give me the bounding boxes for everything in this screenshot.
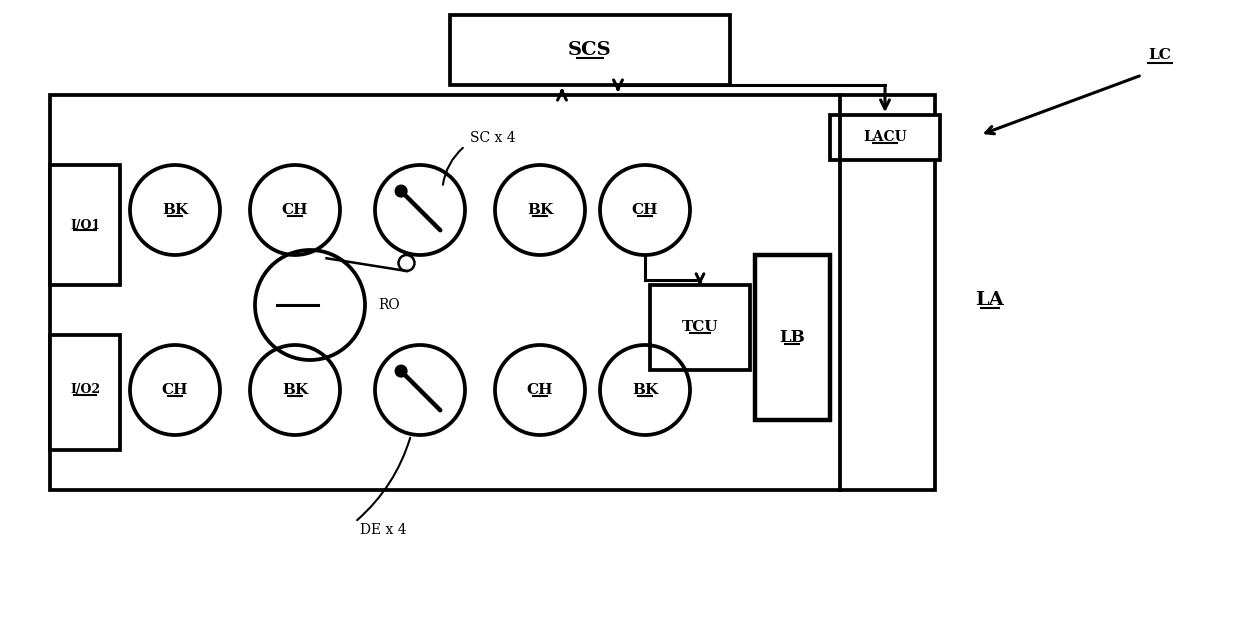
Text: BK: BK [527, 203, 553, 217]
Bar [650, 285, 750, 370]
Text: SC x 4: SC x 4 [470, 131, 516, 145]
Circle shape [396, 365, 407, 377]
Text: CH: CH [631, 203, 658, 217]
Text: LACU: LACU [863, 130, 906, 144]
Text: CH: CH [527, 383, 553, 397]
Circle shape [396, 185, 407, 197]
Text: SCS: SCS [568, 41, 611, 59]
Text: I/O2: I/O2 [69, 383, 100, 397]
Bar [755, 255, 830, 420]
Text: LA: LA [976, 291, 1004, 309]
Text: BK: BK [162, 203, 188, 217]
Text: I/O1: I/O1 [69, 219, 100, 231]
Text: LC: LC [1148, 48, 1172, 62]
Text: RO: RO [378, 298, 399, 312]
Bar [50, 165, 120, 285]
Text: BK: BK [281, 383, 308, 397]
Text: BK: BK [632, 383, 658, 397]
Text: LB: LB [779, 329, 805, 345]
Bar [450, 15, 730, 85]
Bar [50, 95, 935, 490]
Bar [830, 115, 940, 160]
Bar [50, 335, 120, 450]
Text: TCU: TCU [682, 320, 718, 334]
Text: DE x 4: DE x 4 [360, 523, 407, 537]
Text: CH: CH [281, 203, 309, 217]
Text: CH: CH [161, 383, 188, 397]
